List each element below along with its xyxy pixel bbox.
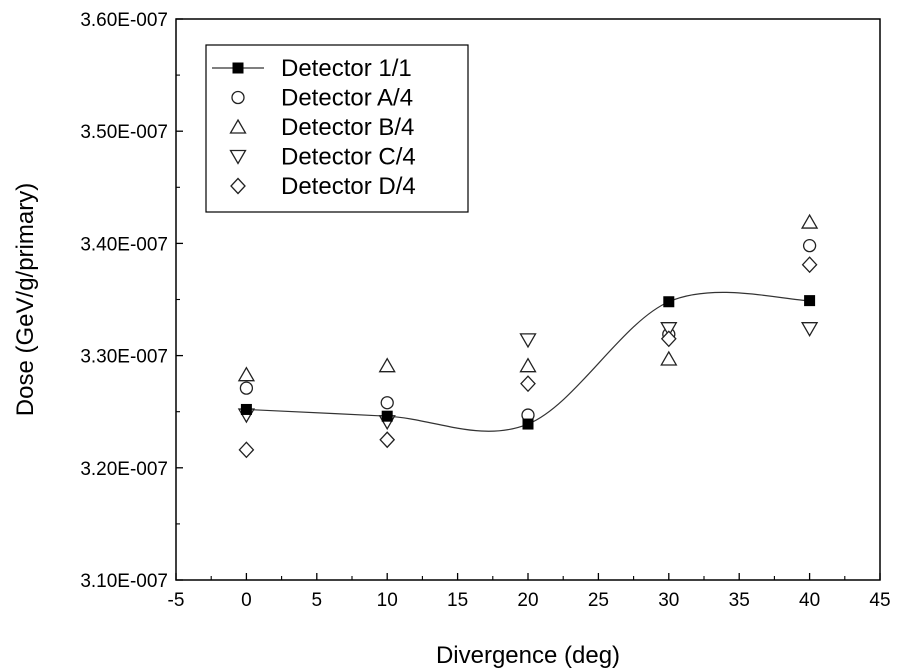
x-tick-label: 35 [729, 590, 750, 611]
x-axis-ticks: -5 0 5 10 15 20 25 30 35 40 45 [168, 573, 891, 611]
series-detector-a-4 [239, 238, 817, 422]
square-marker [240, 403, 252, 415]
legend-item: Detector A/4 [231, 85, 413, 112]
x-tick-label: 45 [869, 590, 890, 611]
square-marker [522, 418, 534, 430]
legend-label: Detector A/4 [281, 85, 413, 112]
triangle-up-marker [519, 357, 537, 373]
diamond-marker [379, 431, 396, 449]
triangle-down-marker [229, 149, 247, 165]
y-tick-label: 3.60E-007 [80, 10, 168, 31]
diamond-marker [801, 256, 818, 274]
triangle-up-marker [660, 350, 678, 366]
x-tick-label: 15 [447, 590, 468, 611]
circle-marker [802, 238, 817, 253]
x-tick-label: 0 [241, 590, 252, 611]
x-tick-label: -5 [168, 590, 185, 611]
square-marker [381, 410, 393, 422]
y-axis-ticks: 3.10E-007 3.20E-007 3.30E-007 3.40E-007 3.50… [80, 10, 183, 592]
y-tick-label: 3.40E-007 [80, 234, 168, 255]
diamond-marker [238, 441, 255, 459]
square-marker [804, 295, 816, 307]
plot-layer [237, 213, 819, 459]
x-tick-label: 25 [588, 590, 609, 611]
circle-marker [380, 396, 394, 410]
triangle-up-marker [378, 357, 396, 373]
legend-label: Detector C/4 [281, 144, 416, 171]
legend-label: Detector B/4 [281, 114, 414, 141]
legend-box [205, 44, 469, 213]
diamond-marker [520, 375, 536, 393]
circle-marker [239, 381, 254, 395]
triangle-up-marker [229, 118, 247, 134]
y-tick-label: 3.50E-007 [80, 122, 168, 143]
x-tick-label: 40 [799, 590, 820, 611]
triangle-down-marker [660, 322, 678, 337]
diamond-marker [660, 330, 677, 348]
x-tick-label: 30 [658, 590, 679, 611]
series-detector-d-4 [238, 256, 818, 459]
y-tick-label: 3.10E-007 [80, 571, 168, 592]
legend-label: Detector 1/1 [281, 55, 412, 82]
y-tick-label: 3.20E-007 [80, 459, 168, 480]
triangle-up-marker [800, 213, 819, 229]
series-detector-1-1 [240, 295, 816, 430]
square-marker [663, 296, 675, 308]
triangle-down-marker [800, 322, 819, 337]
legend-item: Detector C/4 [229, 144, 416, 171]
legend-item: Detector B/4 [229, 114, 414, 141]
y-tick-label: 3.30E-007 [80, 347, 168, 368]
y-axis-title: Dose (GeV/g/primary) [12, 183, 39, 416]
square-marker [232, 62, 244, 74]
series-detector-b-4 [237, 213, 819, 382]
legend-item: Detector 1/1 [212, 55, 412, 82]
circle-marker [231, 90, 245, 105]
x-axis-title: Divergence (deg) [436, 642, 620, 669]
diamond-marker [230, 177, 246, 195]
legend-label: Detector D/4 [281, 173, 416, 200]
x-tick-label: 10 [377, 590, 398, 611]
triangle-up-marker [237, 366, 256, 382]
x-tick-label: 20 [517, 590, 538, 611]
legend-item: Detector D/4 [230, 173, 416, 200]
triangle-down-marker [519, 333, 537, 349]
x-tick-label: 5 [312, 590, 323, 611]
